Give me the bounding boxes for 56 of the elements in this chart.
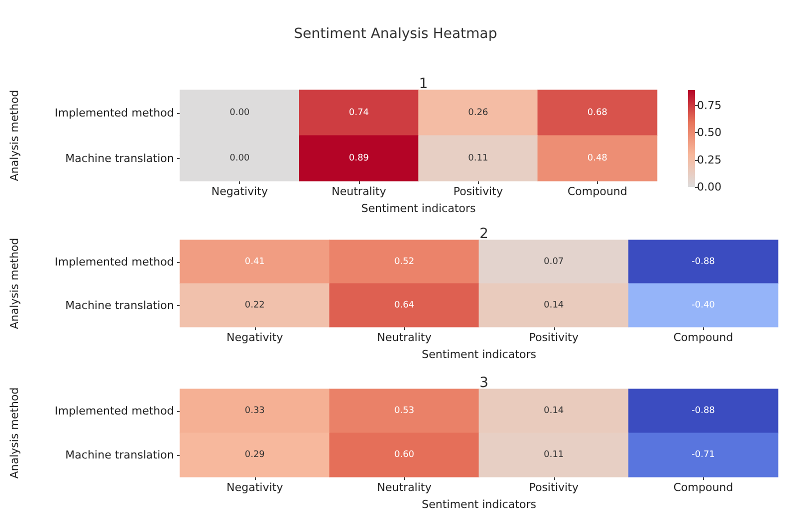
data-label: 0.33 — [244, 406, 265, 416]
x-axis-title: Sentiment indicators — [422, 498, 537, 511]
data-label: 0.14 — [544, 300, 564, 310]
data-label: 0.74 — [348, 108, 370, 118]
data-label: -0.40 — [692, 300, 716, 310]
chart-title: 2 — [480, 226, 488, 242]
x-tick-label: Positivity — [453, 185, 504, 198]
x-tick-label: Negativity — [211, 185, 268, 198]
x-tick-label: Negativity — [226, 481, 284, 494]
data-label: 0.68 — [587, 108, 608, 118]
x-tick-label: Neutrality — [377, 331, 432, 344]
y-tick-label: Implemented method — [54, 106, 174, 120]
data-label: 0.64 — [394, 300, 415, 310]
x-axis-title: Sentiment indicators — [361, 202, 476, 215]
x-tick-label: Neutrality — [377, 481, 432, 494]
chart-title: Sentiment Analysis Heatmap — [294, 26, 498, 42]
data-label: 0.07 — [544, 256, 564, 267]
x-axis-title: Sentiment indicators — [422, 348, 537, 361]
y-tick-label: Machine translation — [65, 448, 174, 462]
y-axis-title: Analysis method — [8, 90, 21, 182]
data-label: 0.52 — [394, 256, 414, 267]
data-label: 0.11 — [468, 153, 488, 164]
chart-subtitle: 1 — [419, 76, 428, 92]
color-bar-label: 0.00 — [697, 180, 722, 194]
color-bar-label: 0.75 — [697, 98, 722, 112]
x-tick-label: Compound — [673, 331, 734, 344]
data-label: 0.48 — [587, 153, 608, 164]
data-label: -0.71 — [692, 450, 715, 460]
data-label: 0.41 — [244, 256, 265, 267]
data-label: 0.60 — [394, 450, 415, 460]
data-label: 0.22 — [244, 300, 265, 310]
data-label: 0.53 — [394, 406, 414, 416]
data-label: 0.26 — [468, 108, 488, 118]
chart-title: 3 — [480, 375, 488, 391]
data-label: -0.88 — [692, 406, 716, 416]
y-tick-label: Machine translation — [65, 152, 174, 165]
data-label: 0.11 — [544, 450, 564, 460]
x-tick-label: Compound — [567, 185, 628, 198]
data-label: 0.00 — [230, 153, 250, 164]
y-tick-label: Implemented method — [54, 255, 174, 268]
color-bar-label: 0.25 — [697, 153, 722, 166]
y-axis-title: Analysis method — [8, 238, 21, 330]
x-tick-label: Positivity — [528, 481, 579, 494]
x-tick-label: Compound — [673, 481, 734, 494]
data-label: 0.14 — [544, 406, 564, 416]
data-label: -0.88 — [692, 256, 716, 267]
y-tick-label: Machine translation — [65, 298, 174, 312]
data-label: 0.00 — [230, 108, 250, 118]
data-label: 0.89 — [348, 153, 370, 164]
y-tick-label: Implemented method — [54, 404, 174, 418]
x-tick-label: Neutrality — [332, 185, 387, 198]
y-axis-title: Analysis method — [8, 387, 21, 479]
color-bar-label: 0.50 — [697, 126, 722, 140]
x-tick-label: Negativity — [226, 331, 284, 344]
data-label: 0.29 — [244, 450, 266, 460]
x-tick-label: Positivity — [528, 331, 579, 344]
